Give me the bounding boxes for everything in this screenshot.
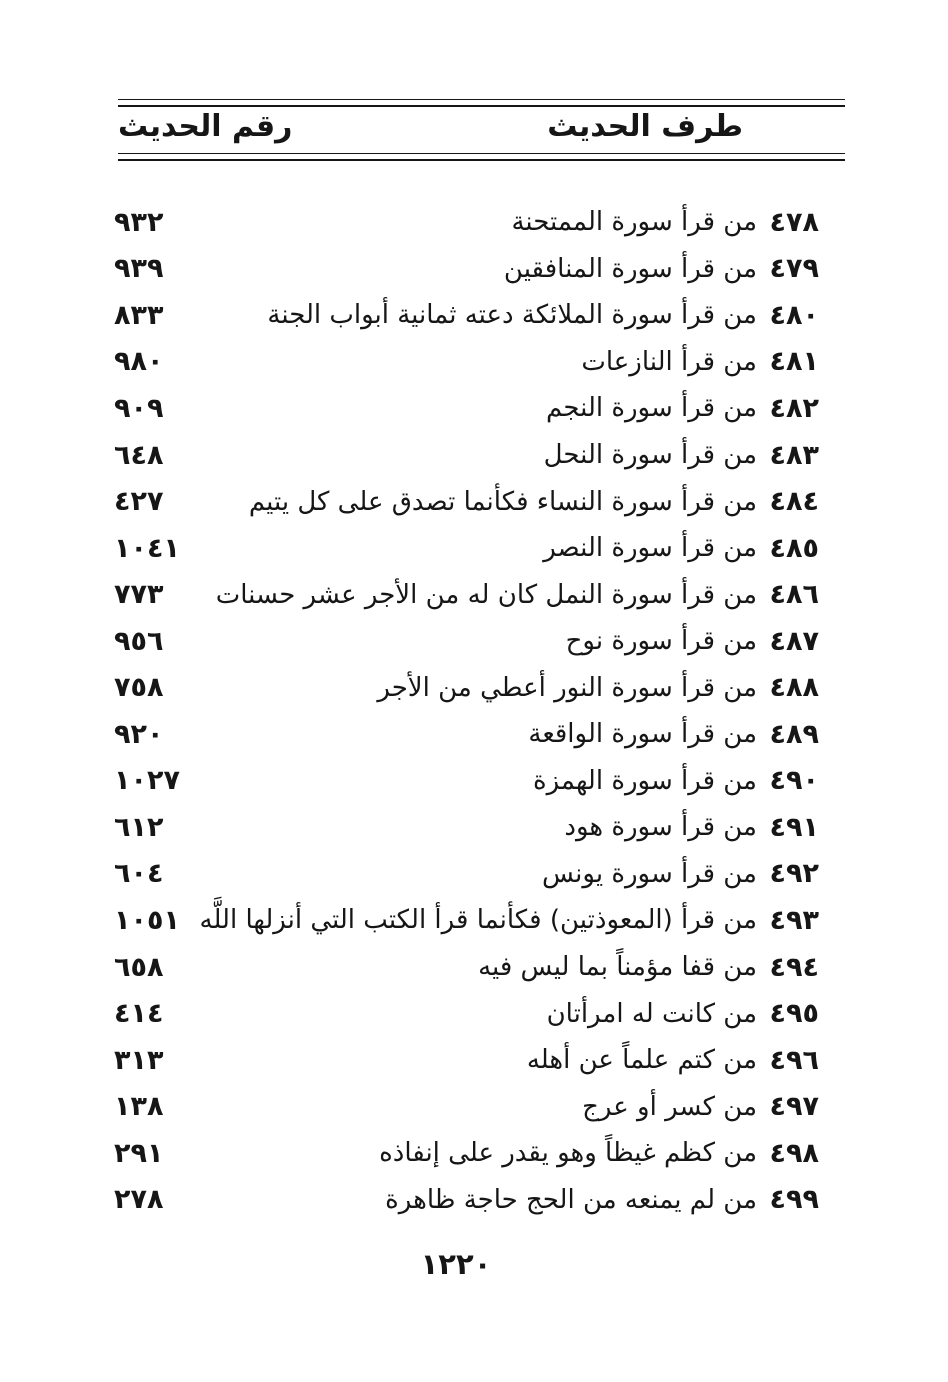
hadith-text: من كظم غيظاً وهو يقدر على إنفاذه [379,1138,757,1169]
hadith-row: ٤٧٩ من قرأ سورة المنافقين ٩٣٩ [114,246,845,293]
hadith-serial: ٤٨٧ [769,625,819,657]
hadith-number: ٢٧٨ [114,1184,164,1216]
hadith-number: ١٣٨ [114,1091,164,1123]
hadith-row: ٤٧٨ من قرأ سورة الممتحنة ٩٣٢ [114,199,845,246]
hadith-number: ٦٥٨ [114,951,164,983]
hadith-row: ٤٨٣ من قرأ سورة النحل ٦٤٨ [114,432,845,479]
hadith-text: من قرأ (المعوذتين) فكأنما قرأ الكتب التي… [199,905,758,936]
header-bottom-rule [118,153,845,161]
hadith-text: من قرأ سورة الهمزة [532,765,757,796]
hadith-text: من قرأ سورة النحل [543,440,757,470]
hadith-number: ٩٢٠ [114,718,164,750]
hadith-row: ٤٨٨ من قرأ سورة النور أعطي من الأجر ٧٥٨ [114,664,845,711]
hadith-serial: ٤٩٦ [769,1044,819,1076]
hadith-serial: ٤٨٦ [769,579,819,611]
hadith-serial: ٤٩٤ [769,951,819,983]
hadith-number: ٩٣٩ [114,253,164,285]
hadith-number: ٤١٤ [114,998,164,1030]
hadith-text: من قرأ سورة الممتحنة [511,207,757,238]
hadith-text: من قفا مؤمناً بما ليس فيه [478,952,757,983]
hadith-serial: ٤٨٢ [769,392,819,424]
column-header-hadith-number: رقم الحديث [118,109,293,144]
hadith-number: ٤٢٧ [114,486,164,518]
hadith-number: ٦٠٤ [114,858,164,890]
hadith-row: ٤٨٥ من قرأ سورة النصر ١٠٤١ [114,525,845,572]
hadith-serial: ٤٩١ [769,811,819,843]
hadith-row: ٤٩٣ من قرأ (المعوذتين) فكأنما قرأ الكتب … [114,897,845,944]
hadith-row: ٤٩٩ من لم يمنعه من الحج حاجة ظاهرة ٢٧٨ [114,1176,845,1223]
hadith-number: ٨٣٣ [114,299,164,331]
hadith-serial: ٤٨٨ [769,672,819,704]
hadith-number: ٩٥٦ [114,625,164,657]
hadith-serial: ٤٩٨ [769,1137,819,1169]
hadith-number: ٦١٢ [114,811,164,843]
hadith-row: ٤٩٧ من كسر أو عرج ١٣٨ [114,1083,845,1130]
hadith-text: من كتم علماً عن أهله [526,1045,757,1076]
hadith-serial: ٤٩٣ [769,904,819,936]
page-number: ١٢٢٠ [420,1247,492,1281]
hadith-row: ٤٩٢ من قرأ سورة يونس ٦٠٤ [114,851,845,898]
hadith-number: ١٠٤١ [114,532,180,564]
header-top-rule [118,99,845,107]
hadith-row: ٤٩٤ من قفا مؤمناً بما ليس فيه ٦٥٨ [114,944,845,991]
hadith-number: ٧٧٣ [114,579,164,611]
hadith-number: ١٠٥١ [114,904,180,936]
hadith-row: ٤٨٩ من قرأ سورة الواقعة ٩٢٠ [114,711,845,758]
hadith-serial: ٤٩٥ [769,998,819,1030]
hadith-text: من قرأ سورة النور أعطي من الأجر [377,672,757,703]
hadith-text: من كسر أو عرج [582,1091,757,1122]
hadith-row: ٤٩٨ من كظم غيظاً وهو يقدر على إنفاذه ٢٩١ [114,1130,845,1177]
hadith-text: من قرأ سورة الواقعة [528,719,757,750]
hadith-number: ٩٠٩ [114,392,164,424]
hadith-serial: ٤٩٧ [769,1091,819,1123]
hadith-serial: ٤٨٩ [769,718,819,750]
hadith-number: ٦٤٨ [114,439,164,471]
hadith-number: ٧٥٨ [114,672,164,704]
hadith-serial: ٤٨٤ [769,486,819,518]
hadith-serial: ٤٩٩ [769,1184,819,1216]
hadith-text: من قرأ سورة المنافقين [503,253,757,284]
hadith-serial: ٤٨٣ [769,439,819,471]
hadith-number: ٢٩١ [114,1137,164,1169]
hadith-serial: ٤٩٢ [769,858,819,890]
hadith-row: ٤٨٠ من قرأ سورة الملائكة دعته ثمانية أبو… [114,292,845,339]
hadith-row: ٤٨١ من قرأ النازعات ٩٨٠ [114,339,845,386]
hadith-number: ٩٨٠ [114,346,164,378]
column-header-hadith-topic: طرف الحديث [547,109,743,144]
hadith-text: من قرأ سورة النمل كان له من الأجر عشر حس… [215,579,757,610]
hadith-row: ٤٨٦ من قرأ سورة النمل كان له من الأجر عش… [114,571,845,618]
hadith-row: ٤٨٤ من قرأ سورة النساء فكأنما تصدق على ك… [114,478,845,525]
hadith-serial: ٤٨٠ [769,299,819,331]
hadith-number: ٩٣٢ [114,206,164,238]
hadith-number: ١٠٢٧ [114,765,180,797]
hadith-row: ٤٨٢ من قرأ سورة النجم ٩٠٩ [114,385,845,432]
hadith-text: من قرأ سورة الملائكة دعته ثمانية أبواب ا… [267,300,757,331]
hadith-serial: ٤٩٠ [769,765,819,797]
hadith-text: من قرأ سورة هود [564,812,757,843]
hadith-index-list: ٤٧٨ من قرأ سورة الممتحنة ٩٣٢ ٤٧٩ من قرأ … [114,199,845,1223]
hadith-serial: ٤٧٨ [769,206,819,238]
hadith-text: من كانت له امرأتان [546,998,757,1029]
hadith-text: من قرأ سورة النجم [546,393,757,424]
hadith-row: ٤٩٥ من كانت له امرأتان ٤١٤ [114,990,845,1037]
hadith-text: من قرأ سورة النصر [543,533,757,564]
hadith-serial: ٤٨٥ [769,532,819,564]
hadith-number: ٣١٣ [114,1044,164,1076]
hadith-row: ٤٩٦ من كتم علماً عن أهله ٣١٣ [114,1037,845,1084]
hadith-serial: ٤٨١ [769,346,819,378]
hadith-row: ٤٩٠ من قرأ سورة الهمزة ١٠٢٧ [114,758,845,805]
hadith-text: من لم يمنعه من الحج حاجة ظاهرة [385,1184,757,1215]
hadith-row: ٤٩١ من قرأ سورة هود ٦١٢ [114,804,845,851]
hadith-text: من قرأ النازعات [581,346,757,377]
hadith-row: ٤٨٧ من قرأ سورة نوح ٩٥٦ [114,618,845,665]
hadith-text: من قرأ سورة نوح [565,626,757,657]
hadith-text: من قرأ سورة يونس [542,858,757,889]
hadith-serial: ٤٧٩ [769,253,819,285]
hadith-text: من قرأ سورة النساء فكأنما تصدق على كل يت… [248,486,757,517]
